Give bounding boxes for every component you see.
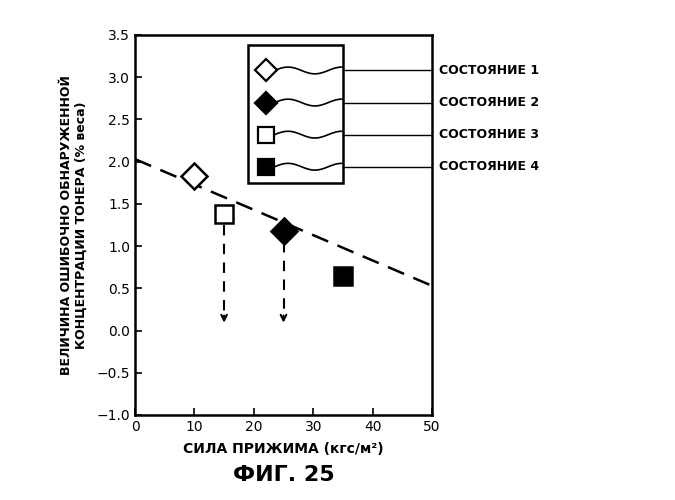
X-axis label: СИЛА ПРИЖИМА (кгс/м²): СИЛА ПРИЖИМА (кгс/м²) — [183, 442, 384, 456]
Text: СОСТОЯНИЕ 3: СОСТОЯНИЕ 3 — [439, 128, 539, 141]
Text: СОСТОЯНИЕ 1: СОСТОЯНИЕ 1 — [439, 64, 539, 77]
Text: СОСТОЯНИЕ 2: СОСТОЯНИЕ 2 — [439, 96, 539, 109]
Text: ФИГ. 25: ФИГ. 25 — [233, 465, 334, 485]
Bar — [248, 45, 343, 183]
Text: СОСТОЯНИЕ 4: СОСТОЯНИЕ 4 — [439, 160, 539, 173]
Y-axis label: ВЕЛИЧИНА ОШИБОЧНО ОБНАРУЖЕННОЙ
КОНЦЕНТРАЦИИ ТОНЕРА (% веса): ВЕЛИЧИНА ОШИБОЧНО ОБНАРУЖЕННОЙ КОНЦЕНТРА… — [60, 75, 88, 375]
